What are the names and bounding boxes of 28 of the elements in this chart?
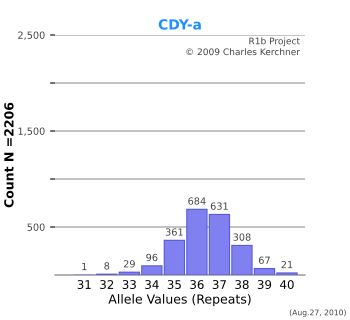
y-tick-label: 2,500 (18, 31, 45, 40)
data-label: 21 (282, 260, 292, 268)
data-label: 631 (210, 202, 228, 210)
data-label: 308 (233, 233, 251, 241)
x-tick-label: 40 (280, 280, 294, 289)
x-tick-label: 38 (235, 280, 249, 289)
data-label: 29 (124, 260, 135, 268)
data-label: 361 (166, 228, 183, 236)
data-label: 1 (82, 263, 86, 270)
x-tick-label: 31 (78, 280, 91, 289)
x-tick-label: 36 (190, 280, 204, 289)
chart-title: CDY-a (158, 19, 201, 30)
data-label: 8 (104, 262, 110, 270)
annotation: © 2009 Charles Kerchner (186, 48, 300, 56)
x-tick-label: 32 (100, 280, 114, 289)
data-label: 96 (146, 254, 158, 262)
y-tick-label: 1,500 (18, 127, 45, 136)
y-tick-label: 500 (27, 223, 45, 231)
x-tick-label: 37 (212, 280, 226, 289)
x-tick-label: 33 (122, 280, 136, 289)
annotation: R1b Project (249, 37, 300, 46)
x-tick-label: 39 (258, 280, 272, 289)
x-tick-label: 35 (168, 280, 181, 289)
x-axis-title: Allele Values (Repeats) (108, 294, 251, 306)
y-axis-title: Count N =2206 (4, 102, 14, 208)
data-label: 684 (188, 197, 206, 205)
data-label: 67 (258, 256, 270, 264)
x-tick-label: 34 (145, 280, 159, 289)
